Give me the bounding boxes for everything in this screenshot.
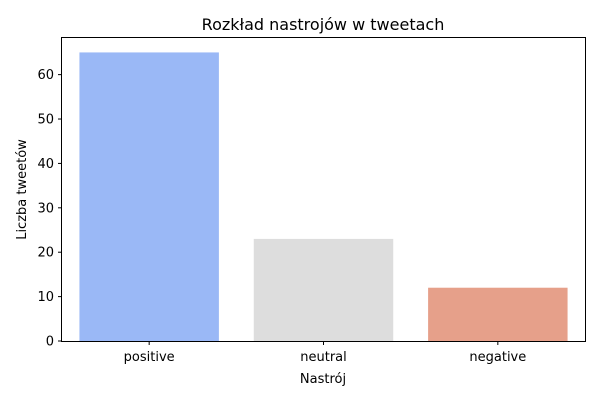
x-tick-label: negative <box>469 350 526 365</box>
bars-layer <box>79 52 568 342</box>
x-axis-label: Nastrój <box>300 372 346 387</box>
y-tick-label: 10 <box>37 290 54 305</box>
x-axis: positive neutral negative <box>124 341 526 365</box>
plot-frame <box>61 37 586 342</box>
bar-negative <box>428 287 568 341</box>
bar-positive <box>79 52 219 342</box>
y-tick-label: 40 <box>37 157 54 172</box>
y-tick-label: 0 <box>46 335 54 350</box>
y-axis-label: Liczba tweetów <box>15 139 30 240</box>
y-tick-label: 60 <box>37 68 54 83</box>
y-tick-label: 50 <box>37 113 54 128</box>
x-tick-label: neutral <box>300 350 347 365</box>
y-tick-label: 20 <box>37 246 54 261</box>
y-axis: 0 10 20 30 40 50 60 <box>37 68 62 350</box>
y-tick-label: 30 <box>37 201 54 216</box>
x-tick-label: positive <box>124 350 175 365</box>
chart-title: Rozkład nastrojów w tweetach <box>202 15 445 34</box>
bar-neutral <box>253 238 394 341</box>
